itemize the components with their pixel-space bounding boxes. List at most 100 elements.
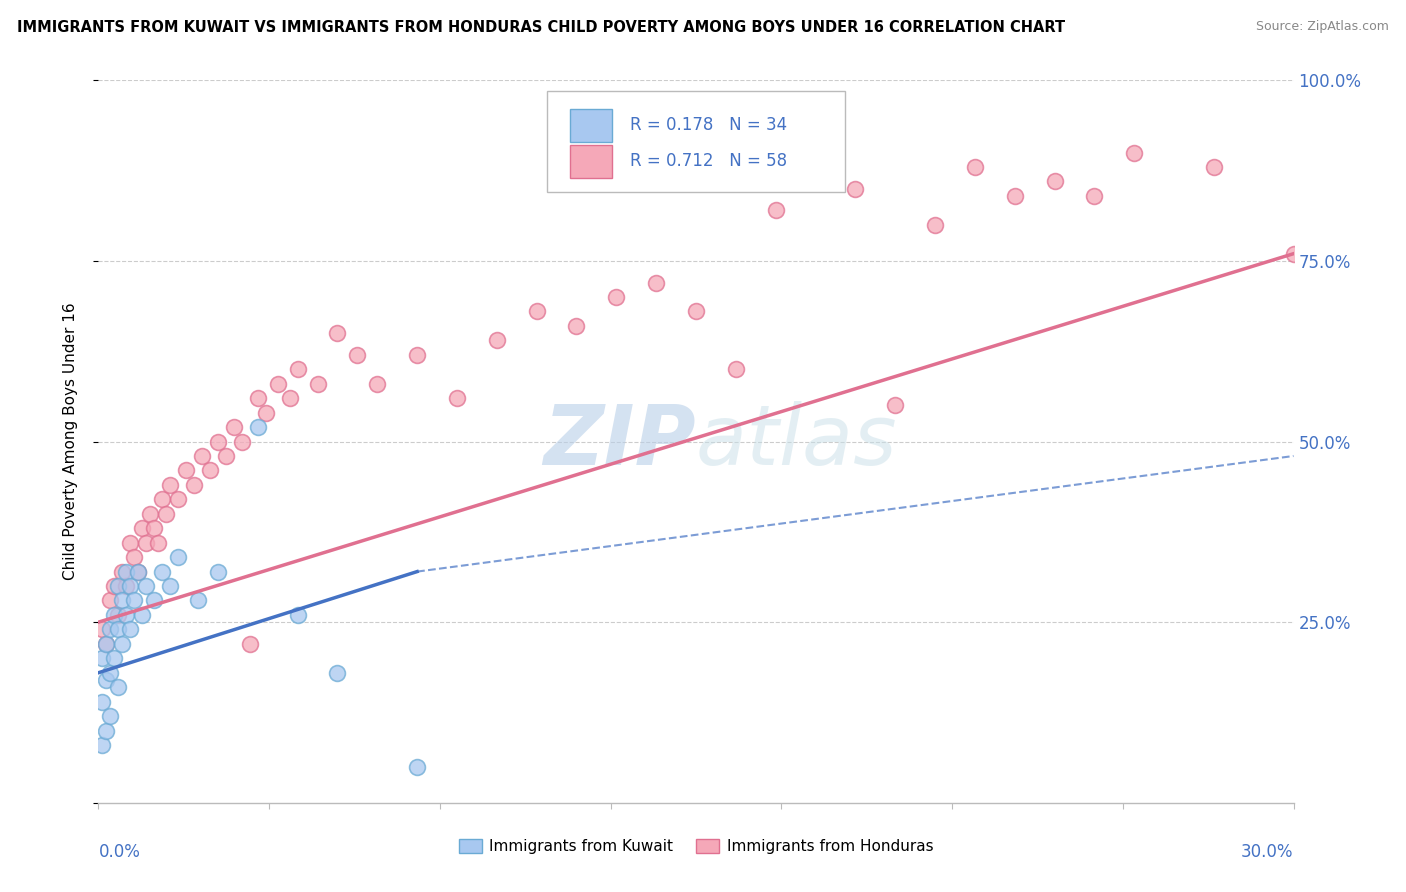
Point — [198, 463, 221, 477]
Point — [150, 492, 173, 507]
Point — [246, 420, 269, 434]
Point — [287, 607, 309, 622]
Point — [326, 326, 349, 340]
Point — [884, 398, 907, 412]
Text: 30.0%: 30.0% — [1241, 843, 1294, 861]
Point — [98, 593, 122, 607]
Point — [187, 593, 209, 607]
FancyBboxPatch shape — [547, 91, 845, 193]
Point — [287, 362, 309, 376]
Point — [1202, 160, 1225, 174]
Point — [183, 478, 205, 492]
Point — [222, 420, 245, 434]
Point — [924, 218, 946, 232]
Point — [96, 723, 118, 738]
Point — [765, 203, 787, 218]
Text: ZIP: ZIP — [543, 401, 696, 482]
Point — [685, 304, 707, 318]
Point — [103, 579, 125, 593]
Text: atlas: atlas — [696, 401, 897, 482]
Point — [307, 376, 329, 391]
Bar — [571, 109, 613, 142]
Point — [278, 391, 301, 405]
Point — [120, 535, 142, 549]
Point — [131, 607, 153, 622]
Point — [91, 738, 114, 752]
Point — [107, 579, 129, 593]
Point — [963, 160, 986, 174]
Point — [143, 521, 166, 535]
Point — [107, 607, 129, 622]
Point — [1282, 246, 1305, 260]
Point — [96, 637, 118, 651]
Point — [267, 376, 290, 391]
Legend: Immigrants from Kuwait, Immigrants from Honduras: Immigrants from Kuwait, Immigrants from … — [453, 833, 939, 860]
Point — [131, 521, 153, 535]
Point — [107, 680, 129, 694]
Text: Source: ZipAtlas.com: Source: ZipAtlas.com — [1256, 20, 1389, 33]
Point — [485, 334, 508, 348]
Point — [446, 391, 468, 405]
Text: R = 0.712   N = 58: R = 0.712 N = 58 — [630, 153, 787, 170]
Point — [135, 579, 157, 593]
Point — [645, 276, 668, 290]
Point — [98, 623, 122, 637]
Text: R = 0.178   N = 34: R = 0.178 N = 34 — [630, 116, 787, 134]
Point — [111, 637, 134, 651]
Point — [254, 406, 277, 420]
Point — [96, 637, 118, 651]
Point — [406, 760, 429, 774]
Point — [111, 593, 134, 607]
Point — [346, 348, 368, 362]
Point — [246, 391, 269, 405]
Point — [107, 623, 129, 637]
Point — [111, 565, 134, 579]
Point — [120, 579, 142, 593]
Point — [135, 535, 157, 549]
Y-axis label: Child Poverty Among Boys Under 16: Child Poverty Among Boys Under 16 — [63, 302, 77, 581]
Point — [565, 318, 588, 333]
Point — [120, 623, 142, 637]
Point — [148, 535, 170, 549]
Point — [1123, 145, 1146, 160]
Point — [844, 182, 866, 196]
Point — [174, 463, 197, 477]
Point — [127, 565, 149, 579]
Point — [98, 709, 122, 723]
Point — [115, 607, 138, 622]
Point — [139, 507, 162, 521]
Point — [605, 290, 627, 304]
Point — [326, 665, 349, 680]
Point — [207, 565, 229, 579]
Point — [159, 579, 181, 593]
Text: IMMIGRANTS FROM KUWAIT VS IMMIGRANTS FROM HONDURAS CHILD POVERTY AMONG BOYS UNDE: IMMIGRANTS FROM KUWAIT VS IMMIGRANTS FRO… — [17, 20, 1064, 35]
Point — [91, 695, 114, 709]
Point — [150, 565, 173, 579]
Point — [155, 507, 177, 521]
Point — [526, 304, 548, 318]
Point — [804, 160, 827, 174]
Point — [124, 593, 146, 607]
Point — [167, 492, 190, 507]
Point — [103, 607, 125, 622]
Point — [96, 673, 118, 687]
Point — [1043, 174, 1066, 188]
Point — [143, 593, 166, 607]
Point — [167, 550, 190, 565]
Point — [98, 665, 122, 680]
Point — [91, 623, 114, 637]
Point — [91, 651, 114, 665]
Point — [1083, 189, 1105, 203]
Point — [115, 565, 138, 579]
Point — [1004, 189, 1026, 203]
Point — [724, 362, 747, 376]
Point — [406, 348, 429, 362]
Text: 0.0%: 0.0% — [98, 843, 141, 861]
Point — [366, 376, 388, 391]
Point — [207, 434, 229, 449]
Point — [159, 478, 181, 492]
Point — [191, 449, 214, 463]
Bar — [571, 145, 613, 178]
Point — [124, 550, 146, 565]
Point — [127, 565, 149, 579]
